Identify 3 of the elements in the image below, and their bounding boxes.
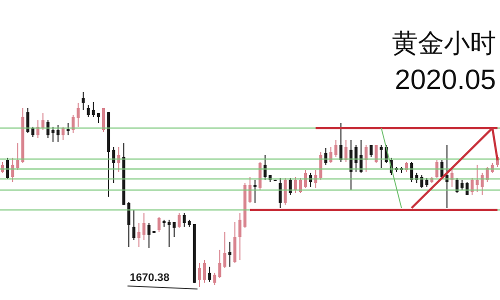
annotation: 1670.38 (130, 272, 170, 284)
chart-title: 黄金小时 (392, 28, 496, 61)
chart-subtitle: 2020.05 (394, 64, 496, 96)
